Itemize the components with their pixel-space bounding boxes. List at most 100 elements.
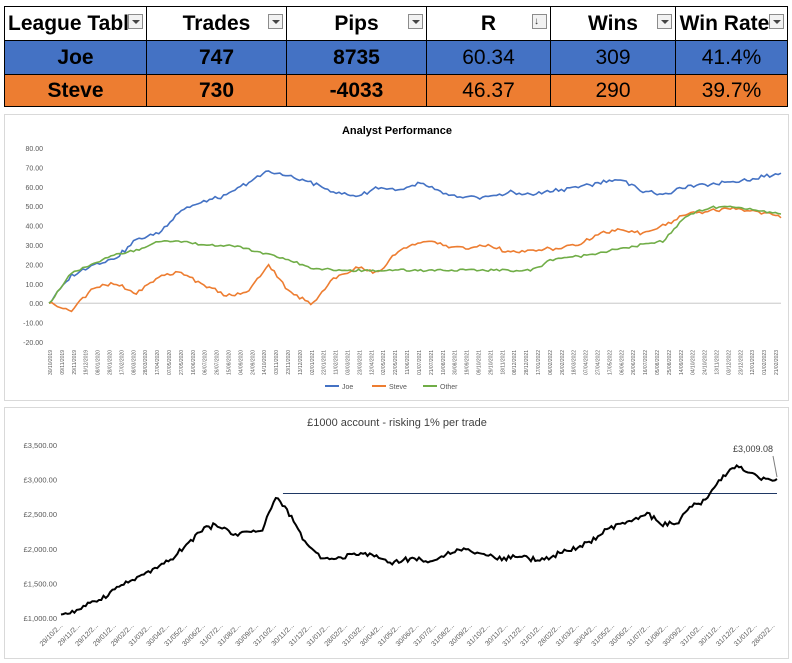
x-tick-label: 06/02/2022 (548, 350, 554, 375)
x-tick-label: 03/11/2020 (274, 350, 280, 375)
x-tick-label: 06/07/2020 (203, 350, 209, 375)
header-label: League Tabl (8, 11, 129, 35)
account-balance-chart: £1000 account - risking 1% per trade £3,5… (4, 407, 789, 659)
legend-label: Steve (389, 384, 407, 391)
header-cell-win-rate: Win Rate (675, 6, 788, 41)
league-table: League Tabl Trades Pips R Wins Win Rate … (4, 6, 788, 107)
header-cell-wins: Wins (550, 6, 676, 41)
x-tick-label: 08/03/2020 (131, 350, 137, 375)
x-tick-label: 03/03/2021 (346, 350, 352, 375)
x-tick-label: 29/10/2021 (488, 350, 494, 375)
filter-dropdown-icon[interactable] (268, 14, 283, 29)
y-tick-label: £2,500.00 (24, 510, 57, 519)
header-label: Trades (182, 11, 251, 35)
y-tick-label: £3,500.00 (24, 441, 57, 450)
filter-dropdown-icon[interactable] (128, 14, 143, 29)
sort-descending-icon[interactable] (532, 14, 547, 29)
x-tick-label: 18/11/2021 (500, 350, 506, 375)
filter-dropdown-icon[interactable] (769, 14, 784, 29)
wins-value: 309 (550, 40, 676, 75)
table-row: Joe 747 8735 60.34 309 41.4% (4, 40, 788, 75)
win-rate-value: 41.4% (675, 40, 788, 75)
x-tick-label: 28/12/2021 (524, 350, 530, 375)
header-label: Pips (334, 11, 379, 35)
chart-title: Analyst Performance (342, 125, 452, 137)
x-tick-label: 17/05/2022 (607, 350, 613, 375)
y-tick-label: 50.00 (25, 204, 43, 211)
header-label: Win Rate (679, 11, 770, 35)
x-tick-label: 21/02/2023 (774, 350, 780, 375)
pips-value: 8735 (286, 40, 427, 75)
x-tick-label: 08/12/2021 (512, 350, 518, 375)
account-balance-line (60, 463, 778, 616)
x-tick-label: 12/01/2023 (750, 350, 756, 375)
x-tick-label: 27/04/2022 (595, 350, 601, 375)
x-tick-label: 12/04/2021 (369, 350, 375, 375)
x-tick-label: 07/04/2022 (584, 350, 590, 375)
x-tick-label: 09/10/2021 (476, 350, 482, 375)
x-tick-label: 15/08/2020 (227, 350, 233, 375)
x-tick-label: 17/04/2020 (155, 350, 161, 375)
x-tick-label: 06/06/2022 (619, 350, 625, 375)
x-tick-label: 05/08/2022 (655, 350, 661, 375)
x-tick-label: 26/07/2020 (215, 350, 221, 375)
table-header-row: League Tabl Trades Pips R Wins Win Rate (4, 6, 788, 41)
filter-dropdown-icon[interactable] (408, 14, 423, 29)
x-tick-label: 17/01/2022 (536, 350, 542, 375)
x-tick-label: 14/10/2020 (262, 350, 268, 375)
x-tick-label: 29/11/2019 (72, 350, 78, 375)
header-cell-r: R (426, 6, 551, 41)
filter-dropdown-icon[interactable] (657, 14, 672, 29)
y-tick-label: -20.00 (23, 340, 43, 347)
x-tick-label: 25/08/2022 (667, 350, 673, 375)
x-tick-label: 26/06/2022 (631, 350, 637, 375)
x-tick-label: 14/09/2022 (679, 350, 685, 375)
x-tick-label: 02/01/2021 (310, 350, 316, 375)
y-tick-label: 60.00 (25, 185, 43, 192)
x-tick-label: 17/02/2020 (119, 350, 125, 375)
x-tick-label: 22/05/2021 (393, 350, 399, 375)
y-tick-label: 10.00 (25, 282, 43, 289)
y-tick-label: 0.00 (29, 301, 43, 308)
x-tick-label: 11/06/2021 (405, 350, 411, 375)
trades-value: 730 (146, 74, 287, 107)
x-tick-label: 24/09/2020 (250, 350, 256, 375)
x-tick-label: 07/05/2020 (167, 350, 173, 375)
x-tick-label: 04/09/2020 (238, 350, 244, 375)
wins-value: 290 (550, 74, 676, 107)
legend-label: Joe (342, 384, 353, 391)
header-cell-trades: Trades (146, 6, 287, 41)
series-line-joe (48, 170, 782, 304)
x-tick-label: 28/01/2020 (108, 350, 114, 375)
x-tick-label: 30/10/2019 (48, 350, 54, 375)
x-tick-label: 01/02/2023 (762, 350, 768, 375)
x-tick-label: 13/11/2022 (714, 350, 720, 375)
header-label: R (480, 11, 497, 35)
header-label: Wins (588, 11, 638, 35)
y-tick-label: 30.00 (25, 243, 43, 250)
x-tick-label: 26/02/2022 (560, 350, 566, 375)
x-tick-label: 27/05/2020 (179, 350, 185, 375)
y-tick-label: 70.00 (25, 165, 43, 172)
analyst-name: Joe (4, 40, 147, 75)
trades-value: 747 (146, 40, 287, 75)
r-value: 46.37 (426, 74, 551, 107)
x-tick-label: 04/10/2022 (691, 350, 697, 375)
x-tick-label: 28/03/2020 (143, 350, 149, 375)
x-tick-label: 02/05/2021 (381, 350, 387, 375)
x-tick-label: 13/12/2020 (298, 350, 304, 375)
y-tick-label: £1,000.00 (24, 614, 57, 623)
header-cell-pips: Pips (286, 6, 427, 41)
series-line-steve (48, 206, 782, 313)
x-tick-label: 10/08/2021 (441, 350, 447, 375)
x-tick-label: 19/09/2021 (465, 350, 471, 375)
x-tick-label: 23/03/2021 (357, 350, 363, 375)
x-tick-label: 23/11/2020 (286, 350, 292, 375)
x-tick-label: 24/10/2022 (703, 350, 709, 375)
x-tick-label: 19/12/2019 (84, 350, 90, 375)
final-balance-label: £3,009.08 (733, 444, 773, 454)
y-tick-label: £1,500.00 (24, 579, 57, 588)
analyst-performance-svg: Analyst Performance 80.00 70.00 60.00 50.00 4… (23, 125, 782, 391)
pips-value: -4033 (286, 74, 427, 107)
x-tick-label: 03/12/2022 (726, 350, 732, 375)
